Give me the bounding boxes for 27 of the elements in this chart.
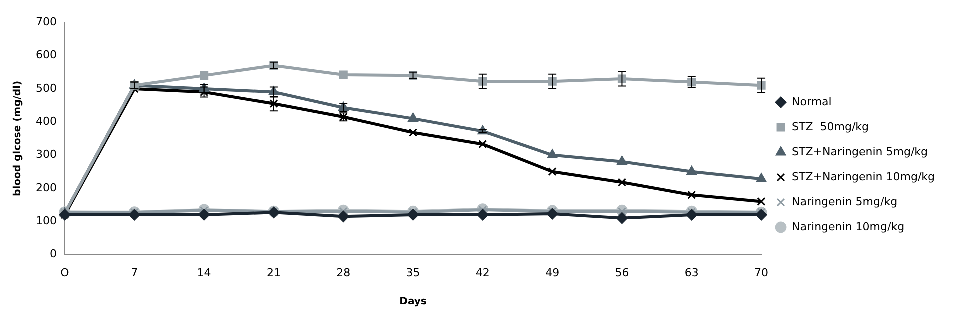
y-tick-label: 600 xyxy=(36,48,57,62)
legend-label: Naringenin 5mg/kg xyxy=(792,195,898,208)
x-tick-label: 35 xyxy=(406,266,420,280)
x-tick-label: 70 xyxy=(754,266,769,280)
x-tick-label: 56 xyxy=(615,266,630,280)
y-tick-label: 700 xyxy=(36,15,57,28)
x-tick-label: 7 xyxy=(131,266,138,280)
y-tick-label: 400 xyxy=(36,114,57,128)
x-tick-label: 14 xyxy=(197,266,212,280)
x-tick-label: 28 xyxy=(336,266,351,280)
y-tick-label: 100 xyxy=(36,214,57,228)
legend-label: Normal xyxy=(792,95,832,108)
legend-label: Naringenin 10mg/kg xyxy=(792,220,905,234)
x-tick-label: 42 xyxy=(476,266,490,280)
x-tick-label: 21 xyxy=(266,266,281,280)
x-tick-label: 63 xyxy=(684,266,699,280)
y-tick-label: 500 xyxy=(36,82,57,95)
y-tick-label: 200 xyxy=(36,181,57,194)
y-axis-title: blood glcose (mg/dl) xyxy=(12,80,24,196)
x-axis-title: Days xyxy=(400,296,427,308)
legend-label: STZ+Naringenin 10mg/kg xyxy=(792,170,936,184)
y-tick-label: 300 xyxy=(36,148,57,162)
x-tick-label: O xyxy=(60,266,70,280)
x-tick-label: 49 xyxy=(546,266,560,280)
legend-label: STZ 50mg/kg xyxy=(792,120,870,134)
y-tick-label: 0 xyxy=(50,248,57,261)
legend-label: STZ+Naringenin 5mg/kg xyxy=(792,145,928,158)
